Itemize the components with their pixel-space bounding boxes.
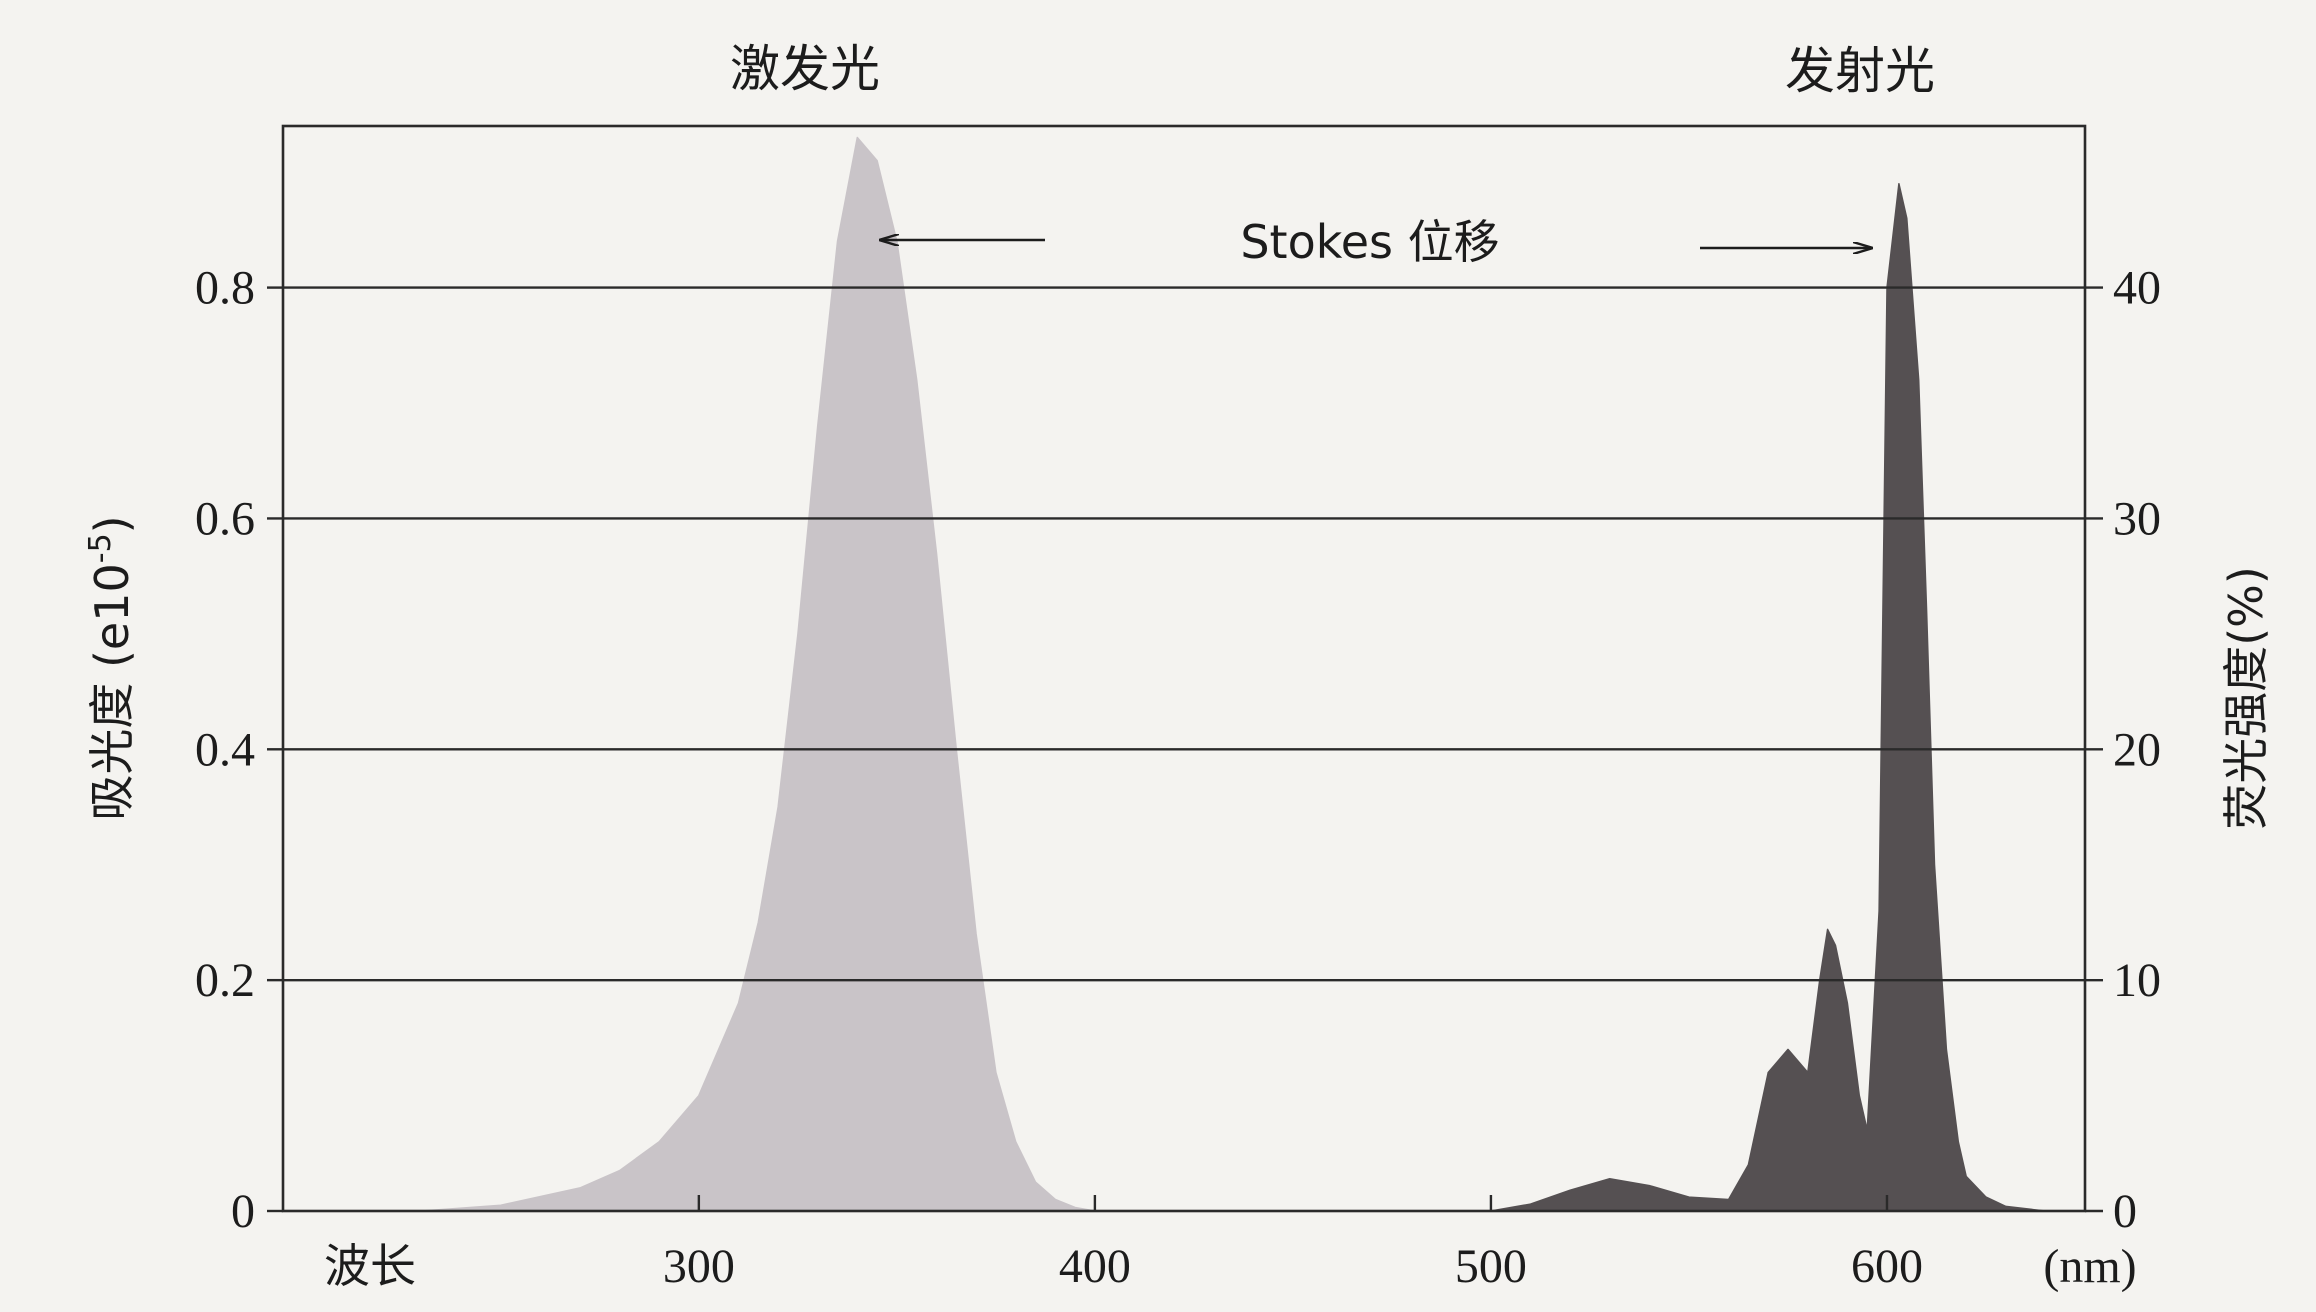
x-tick-label-400: 400 — [1059, 1240, 1131, 1293]
y-left-axis-title: 吸光度 (e10-5) — [83, 515, 139, 820]
y-right-tick-label-0: 0 — [2113, 1185, 2137, 1238]
y-axis-left: 0 0.2 0.4 0.6 0.8 — [195, 262, 283, 1238]
y-axis-right: 0 10 20 30 40 — [2085, 262, 2161, 1238]
x-tick-label-300: 300 — [663, 1240, 735, 1293]
y-right-axis-title: 荧光强度(%) — [2219, 566, 2273, 830]
stokes-shift-text: Stokes 位移 — [1240, 215, 1499, 269]
y-right-tick-label-40: 40 — [2113, 262, 2161, 315]
x-axis: 300 400 500 600 — [663, 1195, 1923, 1293]
y-left-title-main: 吸光度 (e10 — [85, 563, 139, 820]
y-left-title-close: ) — [85, 515, 139, 533]
excitation-spectrum-area — [420, 136, 1096, 1212]
emission-spectrum-area — [1490, 182, 2047, 1212]
y-right-tick-label-30: 30 — [2113, 492, 2161, 545]
y-right-tick-label-20: 20 — [2113, 723, 2161, 776]
gridlines — [283, 286, 2085, 982]
emission-label: 发射光 — [1785, 42, 1935, 100]
plot-frame — [281, 124, 2087, 1213]
y-left-tick-label-0.6: 0.6 — [195, 492, 255, 545]
x-axis-title: 波长 — [324, 1239, 416, 1293]
y-left-tick-label-0.4: 0.4 — [195, 723, 255, 776]
x-tick-label-500: 500 — [1455, 1240, 1527, 1293]
y-left-title-exponent: -5 — [83, 533, 118, 563]
y-left-tick-label-0: 0 — [231, 1185, 255, 1238]
excitation-label: 激发光 — [730, 40, 880, 98]
y-left-tick-label-0.8: 0.8 — [195, 262, 255, 315]
series-layer — [420, 136, 2047, 1212]
stokes-shift-annotation: Stokes 位移 — [880, 215, 1872, 269]
x-tick-label-600: 600 — [1851, 1240, 1923, 1293]
y-left-tick-label-0.2: 0.2 — [195, 954, 255, 1007]
y-right-tick-label-10: 10 — [2113, 954, 2161, 1007]
x-axis-unit: (nm) — [2043, 1240, 2136, 1293]
